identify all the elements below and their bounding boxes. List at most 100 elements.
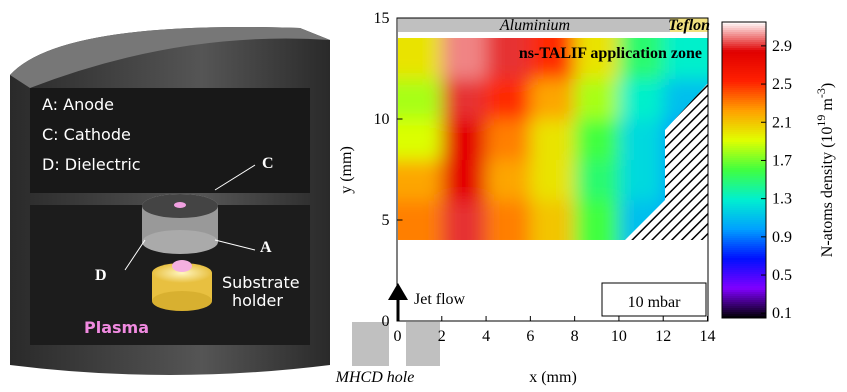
colorbar-tick-label: 0.9 bbox=[772, 229, 792, 246]
colorbar-step bbox=[722, 292, 766, 295]
x-tick-label: 10 bbox=[611, 328, 627, 345]
colorbar-step bbox=[722, 152, 766, 155]
x-tick-label: 8 bbox=[571, 328, 579, 345]
colorbar-tick-label: 0.1 bbox=[772, 305, 792, 322]
colorbar-step bbox=[722, 274, 766, 277]
heat-cell bbox=[574, 119, 620, 160]
y-axis-label: y (mm) bbox=[338, 146, 355, 194]
part-label: C bbox=[262, 155, 274, 172]
heat-cell bbox=[398, 38, 443, 80]
colorbar-step bbox=[722, 224, 766, 227]
colorbar bbox=[722, 22, 766, 319]
colorbar-step bbox=[722, 116, 766, 119]
colorbar-step bbox=[722, 306, 766, 309]
heat-cell bbox=[486, 119, 531, 160]
colorbar-step bbox=[722, 234, 766, 237]
colorbar-step bbox=[722, 248, 766, 251]
colorbar-step bbox=[722, 54, 766, 57]
plasma-label: Plasma bbox=[84, 318, 149, 337]
colorbar-step bbox=[722, 92, 766, 95]
colorbar-step bbox=[722, 258, 766, 261]
heat-cell bbox=[574, 38, 620, 80]
colorbar-step bbox=[722, 90, 766, 93]
annotation: 10 mbar bbox=[628, 294, 682, 311]
colorbar-step bbox=[722, 310, 766, 313]
colorbar-step bbox=[722, 72, 766, 75]
colorbar-step bbox=[722, 112, 766, 115]
colorbar-step bbox=[722, 256, 766, 259]
colorbar-step bbox=[722, 298, 766, 301]
colorbar-tick-label: 0.5 bbox=[772, 267, 792, 284]
colorbar-step bbox=[722, 250, 766, 253]
colorbar-step bbox=[722, 238, 766, 241]
heat-cell bbox=[398, 199, 443, 240]
colorbar-step bbox=[722, 166, 766, 169]
colorbar-step bbox=[722, 24, 766, 27]
heat-cell bbox=[618, 159, 664, 201]
colorbar-step bbox=[722, 36, 766, 39]
heat-cell bbox=[398, 119, 443, 160]
colorbar-step bbox=[722, 252, 766, 255]
colorbar-step bbox=[722, 110, 766, 113]
colorbar-step bbox=[722, 198, 766, 201]
colorbar-step bbox=[722, 142, 766, 145]
part-label: D bbox=[95, 267, 107, 284]
colorbar-tick-label: 2.5 bbox=[772, 76, 792, 93]
cb-label: -3 bbox=[814, 88, 828, 98]
colorbar-step bbox=[722, 56, 766, 59]
colorbar-step bbox=[722, 132, 766, 135]
annotation: ns-TALIF application zone bbox=[519, 45, 702, 62]
colorbar-step bbox=[722, 58, 766, 61]
colorbar-step bbox=[722, 222, 766, 225]
colorbar-step bbox=[722, 26, 766, 29]
colorbar-step bbox=[722, 134, 766, 137]
colorbar-step bbox=[722, 82, 766, 85]
colorbar-step bbox=[722, 210, 766, 213]
hatched-zone bbox=[625, 83, 708, 240]
colorbar-step bbox=[722, 304, 766, 307]
colorbar-step bbox=[722, 270, 766, 273]
illustration: A: Anode C: Cathode D: Dielectric C A D … bbox=[10, 26, 330, 375]
colorbar-step bbox=[722, 76, 766, 79]
colorbar-step bbox=[722, 50, 766, 53]
x-axis-label: x (mm) bbox=[529, 369, 577, 386]
colorbar-step bbox=[722, 208, 766, 211]
colorbar-step bbox=[722, 226, 766, 229]
colorbar-step bbox=[722, 182, 766, 185]
colorbar-step bbox=[722, 108, 766, 111]
colorbar-step bbox=[722, 104, 766, 107]
colorbar-step bbox=[722, 32, 766, 35]
jet-arrowhead bbox=[388, 283, 408, 300]
y-tick-label: 5 bbox=[382, 212, 390, 229]
colorbar-step bbox=[722, 232, 766, 235]
colorbar-step bbox=[722, 202, 766, 205]
colorbar-step bbox=[722, 180, 766, 183]
x-tick-label: 0 bbox=[394, 328, 402, 345]
heat-cell bbox=[441, 38, 487, 80]
y-tick-label: 0 bbox=[382, 313, 390, 330]
colorbar-step bbox=[722, 158, 766, 161]
x-tick-label: 12 bbox=[655, 328, 671, 345]
colorbar-step bbox=[722, 138, 766, 141]
colorbar-step bbox=[722, 308, 766, 311]
heat-cell bbox=[574, 159, 620, 201]
x-tick-label: 14 bbox=[700, 328, 716, 345]
cb-label: ) bbox=[819, 83, 836, 88]
colorbar-step bbox=[722, 74, 766, 77]
colorbar-step bbox=[722, 312, 766, 315]
heat-cell bbox=[618, 119, 664, 160]
colorbar-step bbox=[722, 296, 766, 299]
heat-cell bbox=[486, 159, 531, 201]
part-label: A bbox=[260, 239, 272, 256]
heat-cell bbox=[398, 159, 443, 201]
colorbar-step bbox=[722, 176, 766, 179]
colorbar-step bbox=[722, 144, 766, 147]
colorbar-tick-label: 2.1 bbox=[772, 114, 792, 131]
annotation: MHCD hole bbox=[335, 369, 415, 386]
legend-text: D: Dielectric bbox=[42, 155, 141, 174]
pressure-box bbox=[601, 282, 707, 317]
heat-cell bbox=[486, 199, 531, 240]
annotation: Jet flow bbox=[414, 291, 466, 308]
colorbar-step bbox=[722, 272, 766, 275]
colorbar-step bbox=[722, 172, 766, 175]
